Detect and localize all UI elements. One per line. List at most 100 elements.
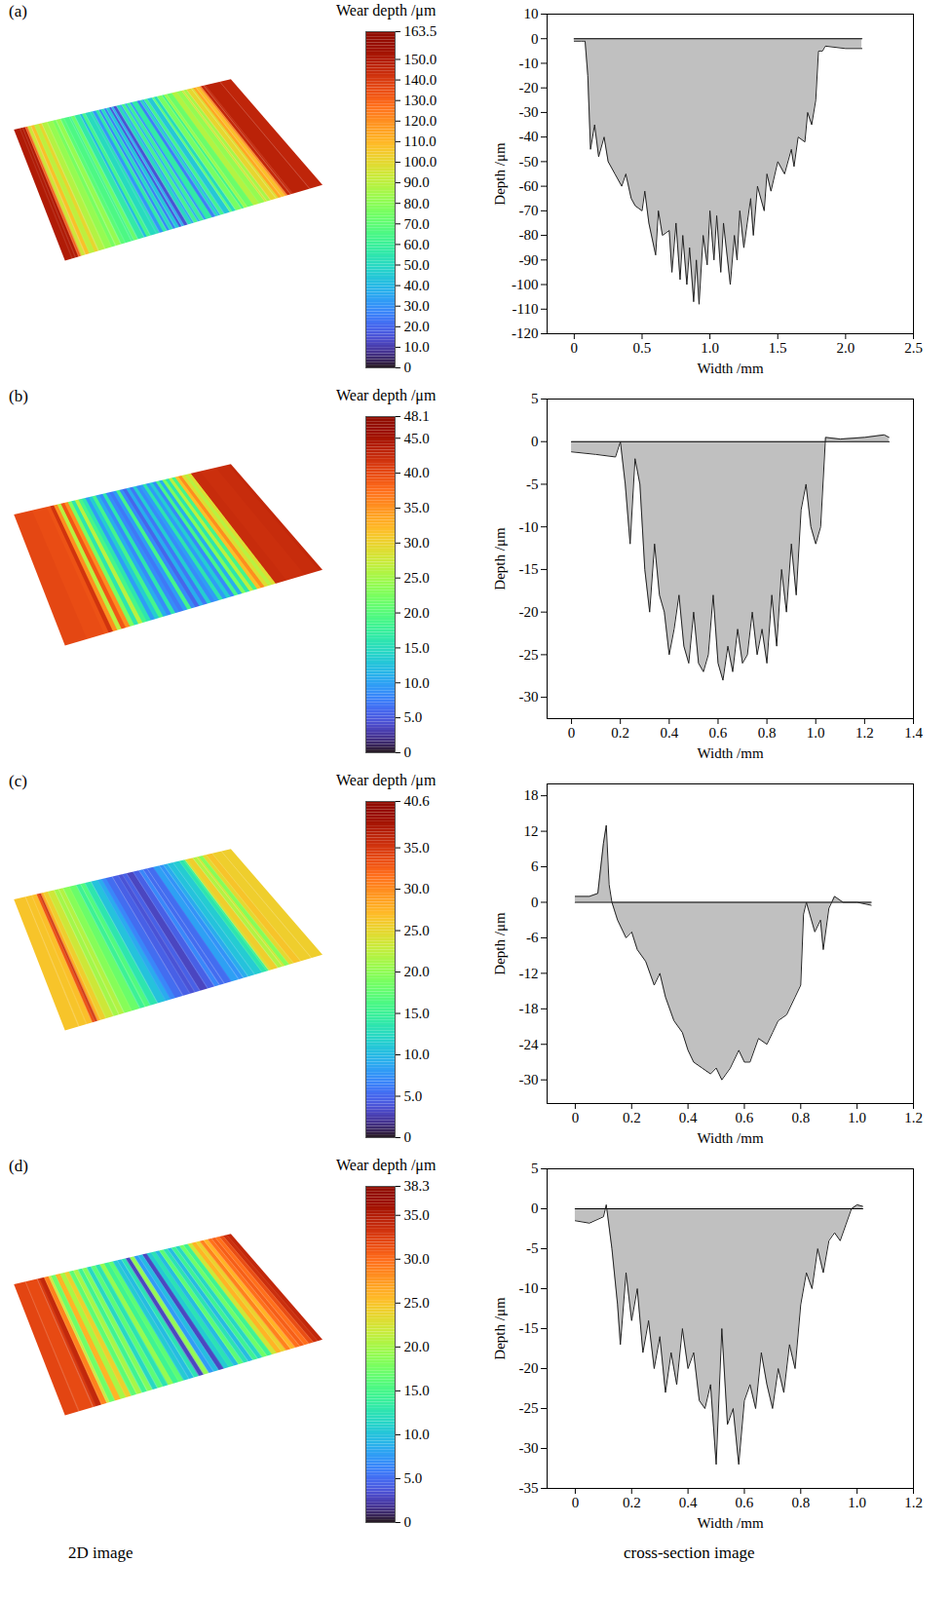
svg-text:40.0: 40.0 <box>404 464 430 481</box>
svg-text:1.2: 1.2 <box>904 1109 923 1126</box>
svg-text:1.0: 1.0 <box>847 1109 867 1126</box>
svg-text:1.0: 1.0 <box>700 340 720 356</box>
svg-text:38.3: 38.3 <box>404 1178 430 1194</box>
svg-text:100.0: 100.0 <box>404 153 438 170</box>
svg-text:0.2: 0.2 <box>622 1494 642 1511</box>
svg-text:0.4: 0.4 <box>679 1109 698 1126</box>
svg-text:1.2: 1.2 <box>904 1494 923 1511</box>
svg-text:0.2: 0.2 <box>610 724 630 741</box>
svg-text:-25: -25 <box>519 646 539 663</box>
svg-text:48.1: 48.1 <box>404 408 430 424</box>
svg-text:-5: -5 <box>526 476 539 493</box>
svg-text:Depth /μm: Depth /μm <box>492 527 508 591</box>
svg-text:50.0: 50.0 <box>404 257 430 273</box>
svg-text:-25: -25 <box>519 1400 539 1416</box>
svg-text:1.0: 1.0 <box>806 724 826 741</box>
svg-text:2.5: 2.5 <box>904 340 923 356</box>
svg-text:0: 0 <box>404 1514 413 1530</box>
svg-text:30.0: 30.0 <box>404 534 430 551</box>
svg-text:0: 0 <box>571 1494 580 1511</box>
svg-text:5: 5 <box>531 1160 539 1177</box>
svg-text:20.0: 20.0 <box>404 963 430 980</box>
svg-text:-18: -18 <box>519 1000 539 1017</box>
svg-text:Width /mm: Width /mm <box>696 1515 763 1531</box>
svg-text:-120: -120 <box>511 325 539 342</box>
svg-text:-90: -90 <box>519 252 539 268</box>
svg-text:110.0: 110.0 <box>404 133 437 150</box>
svg-text:18: 18 <box>524 787 539 803</box>
svg-text:20.0: 20.0 <box>404 318 430 335</box>
svg-text:0: 0 <box>531 894 539 911</box>
svg-text:35.0: 35.0 <box>404 1207 430 1223</box>
svg-text:-100: -100 <box>511 276 539 293</box>
svg-text:25.0: 25.0 <box>404 922 430 939</box>
svg-text:15.0: 15.0 <box>404 640 430 656</box>
svg-text:-15: -15 <box>519 1320 539 1336</box>
svg-text:10.0: 10.0 <box>404 1046 430 1063</box>
svg-text:45.0: 45.0 <box>404 430 430 447</box>
svg-text:-24: -24 <box>519 1036 539 1053</box>
svg-text:-10: -10 <box>519 519 539 535</box>
svg-text:-50: -50 <box>519 153 539 170</box>
svg-text:30.0: 30.0 <box>404 880 430 897</box>
svg-text:5.0: 5.0 <box>404 1088 423 1104</box>
svg-text:60.0: 60.0 <box>404 236 430 253</box>
svg-text:20.0: 20.0 <box>404 1338 430 1355</box>
svg-text:90.0: 90.0 <box>404 174 430 190</box>
svg-text:0.8: 0.8 <box>791 1494 810 1511</box>
svg-text:-15: -15 <box>519 561 539 577</box>
svg-text:0.8: 0.8 <box>791 1109 810 1126</box>
svg-text:-10: -10 <box>519 1280 539 1296</box>
svg-text:5.0: 5.0 <box>404 1470 423 1486</box>
svg-text:10.0: 10.0 <box>404 339 430 355</box>
svg-text:20.0: 20.0 <box>404 605 430 621</box>
svg-text:0.8: 0.8 <box>758 724 777 741</box>
svg-text:0.6: 0.6 <box>709 724 728 741</box>
svg-text:30.0: 30.0 <box>404 1251 430 1267</box>
svg-text:120.0: 120.0 <box>404 113 438 129</box>
svg-text:5: 5 <box>531 390 539 407</box>
svg-text:130.0: 130.0 <box>404 92 438 109</box>
svg-text:1.0: 1.0 <box>847 1494 867 1511</box>
svg-text:1.4: 1.4 <box>904 724 923 741</box>
svg-text:0.5: 0.5 <box>633 340 652 356</box>
svg-text:0.2: 0.2 <box>622 1109 642 1126</box>
svg-text:35.0: 35.0 <box>404 499 430 516</box>
svg-text:-60: -60 <box>519 178 539 194</box>
svg-text:30.0: 30.0 <box>404 298 430 314</box>
svg-text:-70: -70 <box>519 202 539 219</box>
svg-text:-35: -35 <box>519 1480 539 1496</box>
svg-text:1.2: 1.2 <box>855 724 874 741</box>
svg-text:Width /mm: Width /mm <box>696 745 763 761</box>
svg-text:10: 10 <box>524 5 539 22</box>
svg-text:-40: -40 <box>519 128 539 145</box>
svg-text:Width /mm: Width /mm <box>696 1130 763 1146</box>
svg-text:10.0: 10.0 <box>404 675 430 691</box>
svg-text:0.6: 0.6 <box>735 1494 755 1511</box>
svg-text:-10: -10 <box>519 55 539 72</box>
svg-text:-30: -30 <box>519 1071 539 1088</box>
svg-text:12: 12 <box>524 823 539 839</box>
svg-text:0: 0 <box>570 340 579 356</box>
svg-text:80.0: 80.0 <box>404 194 430 211</box>
svg-text:0: 0 <box>531 31 539 47</box>
svg-text:-110: -110 <box>512 301 539 317</box>
svg-text:-6: -6 <box>526 929 539 946</box>
svg-text:1.5: 1.5 <box>768 340 788 356</box>
svg-text:40.6: 40.6 <box>404 793 431 809</box>
svg-text:2.0: 2.0 <box>836 340 855 356</box>
svg-text:Depth /μm: Depth /μm <box>492 142 508 206</box>
svg-text:0: 0 <box>404 744 413 760</box>
svg-text:0: 0 <box>568 724 576 741</box>
svg-text:40.0: 40.0 <box>404 277 430 294</box>
svg-text:0: 0 <box>571 1109 580 1126</box>
svg-text:-20: -20 <box>519 1360 539 1376</box>
svg-text:0.4: 0.4 <box>679 1494 698 1511</box>
svg-text:-20: -20 <box>519 604 539 620</box>
svg-text:-30: -30 <box>519 1440 539 1456</box>
svg-text:-12: -12 <box>519 965 539 982</box>
svg-text:70.0: 70.0 <box>404 216 430 232</box>
svg-text:-5: -5 <box>526 1240 539 1256</box>
svg-text:10.0: 10.0 <box>404 1426 430 1443</box>
svg-text:150.0: 150.0 <box>404 51 438 68</box>
